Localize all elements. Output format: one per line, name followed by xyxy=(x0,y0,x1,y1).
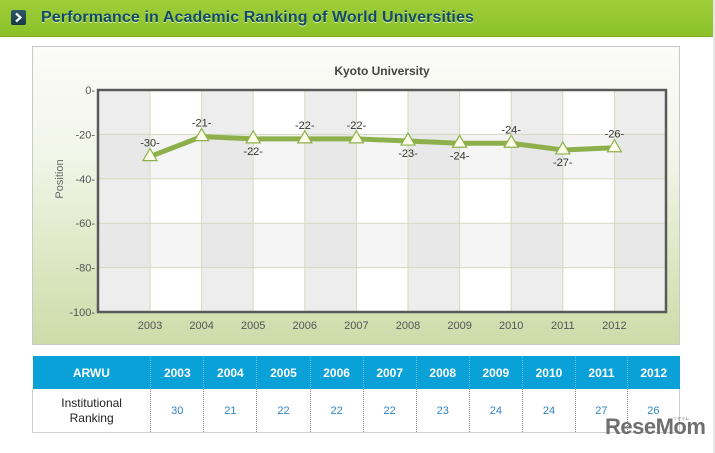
triangle-marker xyxy=(606,138,623,153)
table-header-year: 2003 xyxy=(150,356,205,389)
chart-title: Kyoto University xyxy=(334,64,430,78)
triangle-marker xyxy=(399,131,417,146)
resemom-logo-kana: リセマム xyxy=(673,416,689,421)
x-tick-label: 2007 xyxy=(344,320,368,332)
x-tick-label: 2012 xyxy=(602,320,626,332)
triangle-marker xyxy=(554,140,571,155)
y-tick-label: -20- xyxy=(75,129,95,141)
triangle-marker xyxy=(451,134,468,148)
data-label: -26- xyxy=(605,129,625,141)
x-tick-label: 2005 xyxy=(241,320,265,332)
series-line xyxy=(149,134,615,159)
data-label: -24- xyxy=(450,150,470,162)
triangle-marker xyxy=(245,129,262,144)
triangle-marker xyxy=(348,129,365,144)
data-label: -22- xyxy=(295,120,315,132)
table-header-year: 2009 xyxy=(469,356,523,389)
table-header-row: ARWU 2003 2004 2005 2006 2007 2008 2009 2010 201… xyxy=(32,356,680,389)
row-label-line2: Ranking xyxy=(69,410,114,425)
row-label-line1: Institutional xyxy=(61,395,122,410)
table-cell-rank: 22 xyxy=(363,389,417,433)
triangle-marker xyxy=(193,127,210,142)
data-label: -24- xyxy=(501,124,521,136)
table-header-year: 2007 xyxy=(363,356,417,389)
table-header-year: 2004 xyxy=(203,356,258,389)
x-tick-label: 2010 xyxy=(499,320,523,332)
resemom-logo: ReseMom xyxy=(605,414,706,439)
y-tick-label: -60- xyxy=(75,218,95,230)
y-tick-label: -100- xyxy=(69,307,95,319)
data-label: -27- xyxy=(553,157,573,169)
data-label: -22- xyxy=(243,146,263,158)
table-row: Institutional Ranking 30 21 22 22 22 23 24 24 27… xyxy=(31,389,681,433)
data-label: -23- xyxy=(398,148,418,160)
table-header-arwu: ARWU xyxy=(32,356,152,389)
ranking-table: ARWU 2003 2004 2005 2006 2007 2008 2009 2010 201… xyxy=(31,356,681,433)
triangle-marker xyxy=(141,147,159,162)
y-tick-label: 0- xyxy=(85,85,95,97)
table-header-year: 2010 xyxy=(522,356,577,389)
data-label: -30- xyxy=(140,138,160,150)
table-cell-rank: 21 xyxy=(203,389,258,433)
chart-panel: Kyoto University Position 0- -20- -40- -60- -8… xyxy=(32,46,680,345)
x-tick-label: 2011 xyxy=(551,320,575,332)
y-tick-label: -40- xyxy=(75,174,95,186)
row-label: Institutional Ranking xyxy=(31,389,152,433)
triangle-marker xyxy=(503,134,520,148)
table-cell-rank: 26 xyxy=(627,389,681,433)
table-header-year: 2005 xyxy=(256,356,311,389)
y-axis-label: Position xyxy=(54,159,66,198)
page-title: Performance in Academic Ranking of World… xyxy=(41,9,474,26)
table-cell-rank: 24 xyxy=(469,389,523,433)
table-cell-rank: 22 xyxy=(256,389,311,433)
table-header-year: 2011 xyxy=(575,356,628,389)
y-tick-label: -80- xyxy=(75,263,95,275)
table-header-year: 2008 xyxy=(416,356,470,389)
table-cell-rank: 27 xyxy=(575,389,628,433)
triangle-marker xyxy=(296,129,313,144)
data-label: -21- xyxy=(192,118,212,130)
chevron-right-icon xyxy=(11,10,26,25)
table-cell-rank: 22 xyxy=(310,389,364,433)
table-header-year: 2006 xyxy=(310,356,364,389)
x-tick-label: 2003 xyxy=(138,320,162,332)
table-cell-rank: 23 xyxy=(416,389,470,433)
x-tick-label: 2008 xyxy=(396,320,420,332)
data-label: -22- xyxy=(347,120,367,132)
header-bar: Performance in Academic Ranking of World… xyxy=(0,0,713,37)
table-cell-rank: 30 xyxy=(150,389,205,433)
page-edge xyxy=(713,0,715,453)
x-tick-label: 2004 xyxy=(189,320,213,332)
x-tick-label: 2006 xyxy=(293,320,317,332)
table-header-year: 2012 xyxy=(627,356,680,389)
table-cell-rank: 24 xyxy=(522,389,577,433)
x-tick-label: 2009 xyxy=(447,320,471,332)
line-chart: Kyoto University Position 0- -20- -40- -60- -8… xyxy=(54,64,668,332)
